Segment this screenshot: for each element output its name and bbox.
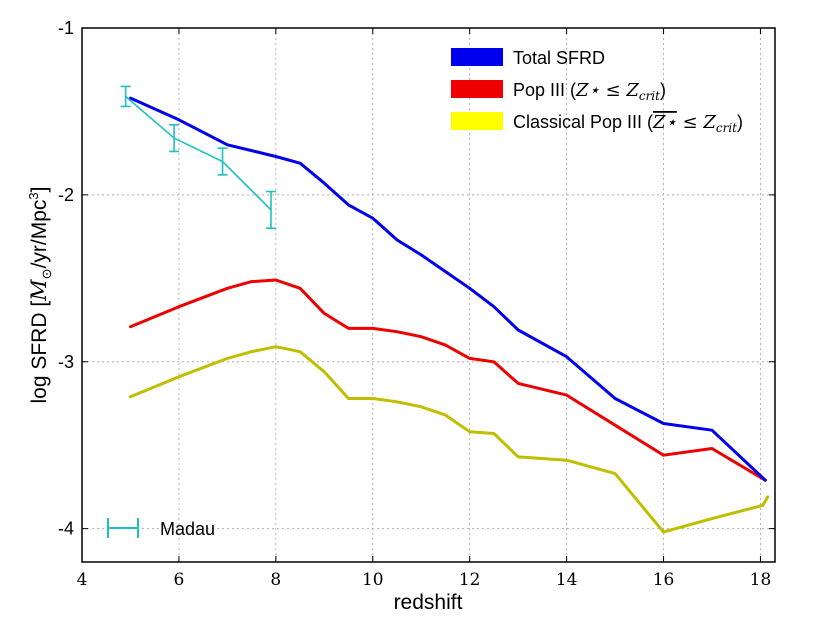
x-tick-label: 4 [77, 570, 88, 590]
legend-label-total: Total SFRD [513, 48, 605, 68]
series-line-pop-iii [129, 278, 767, 482]
series-line-classical-pop-iii [129, 345, 770, 534]
legend-marker-madau [107, 518, 139, 538]
legend: Total SFRD Pop III (Z⋆ ≤ Zcrit) Classica… [107, 48, 743, 539]
x-axis-label: redshift [394, 591, 463, 614]
madau-observations [120, 85, 276, 230]
legend-label-pop3: Pop III (Z⋆ ≤ Zcrit) [513, 80, 666, 103]
x-tick-label: 16 [653, 570, 675, 590]
y-tick-label: -2 [58, 185, 74, 205]
y-tick-label: -3 [58, 352, 74, 372]
legend-label-madau: Madau [160, 519, 215, 539]
x-tick-label: 6 [174, 570, 185, 590]
x-tick-label: 8 [270, 570, 281, 590]
x-tick-label: 14 [556, 570, 578, 590]
madau-errorbar [120, 85, 131, 108]
series-line-total-sfrd [129, 96, 767, 482]
x-tick-label: 18 [750, 570, 772, 590]
axis-ticks: 4 6 8 10 12 14 16 18 -1 -2 -3 -4 [58, 18, 775, 590]
legend-swatch-pop3 [451, 80, 503, 98]
y-axis-label: log SFRD [M⊙/yr/Mpc3] [26, 186, 54, 403]
x-tick-label: 12 [459, 570, 481, 590]
madau-errorbar [169, 123, 180, 153]
legend-label-classical: Classical Pop III (Z⋆ ≤ Zcrit) [513, 112, 743, 135]
madau-line [125, 95, 272, 211]
madau-errorbar [266, 190, 276, 230]
y-tick-label: -1 [58, 18, 74, 38]
legend-swatch-total [451, 48, 503, 66]
madau-errorbar [217, 147, 228, 176]
legend-swatch-classical [451, 112, 503, 130]
x-tick-label: 10 [362, 570, 384, 590]
grid-lines [82, 28, 775, 562]
data-series [129, 96, 770, 534]
plot-frame [81, 27, 776, 563]
y-tick-label: -4 [58, 519, 74, 539]
